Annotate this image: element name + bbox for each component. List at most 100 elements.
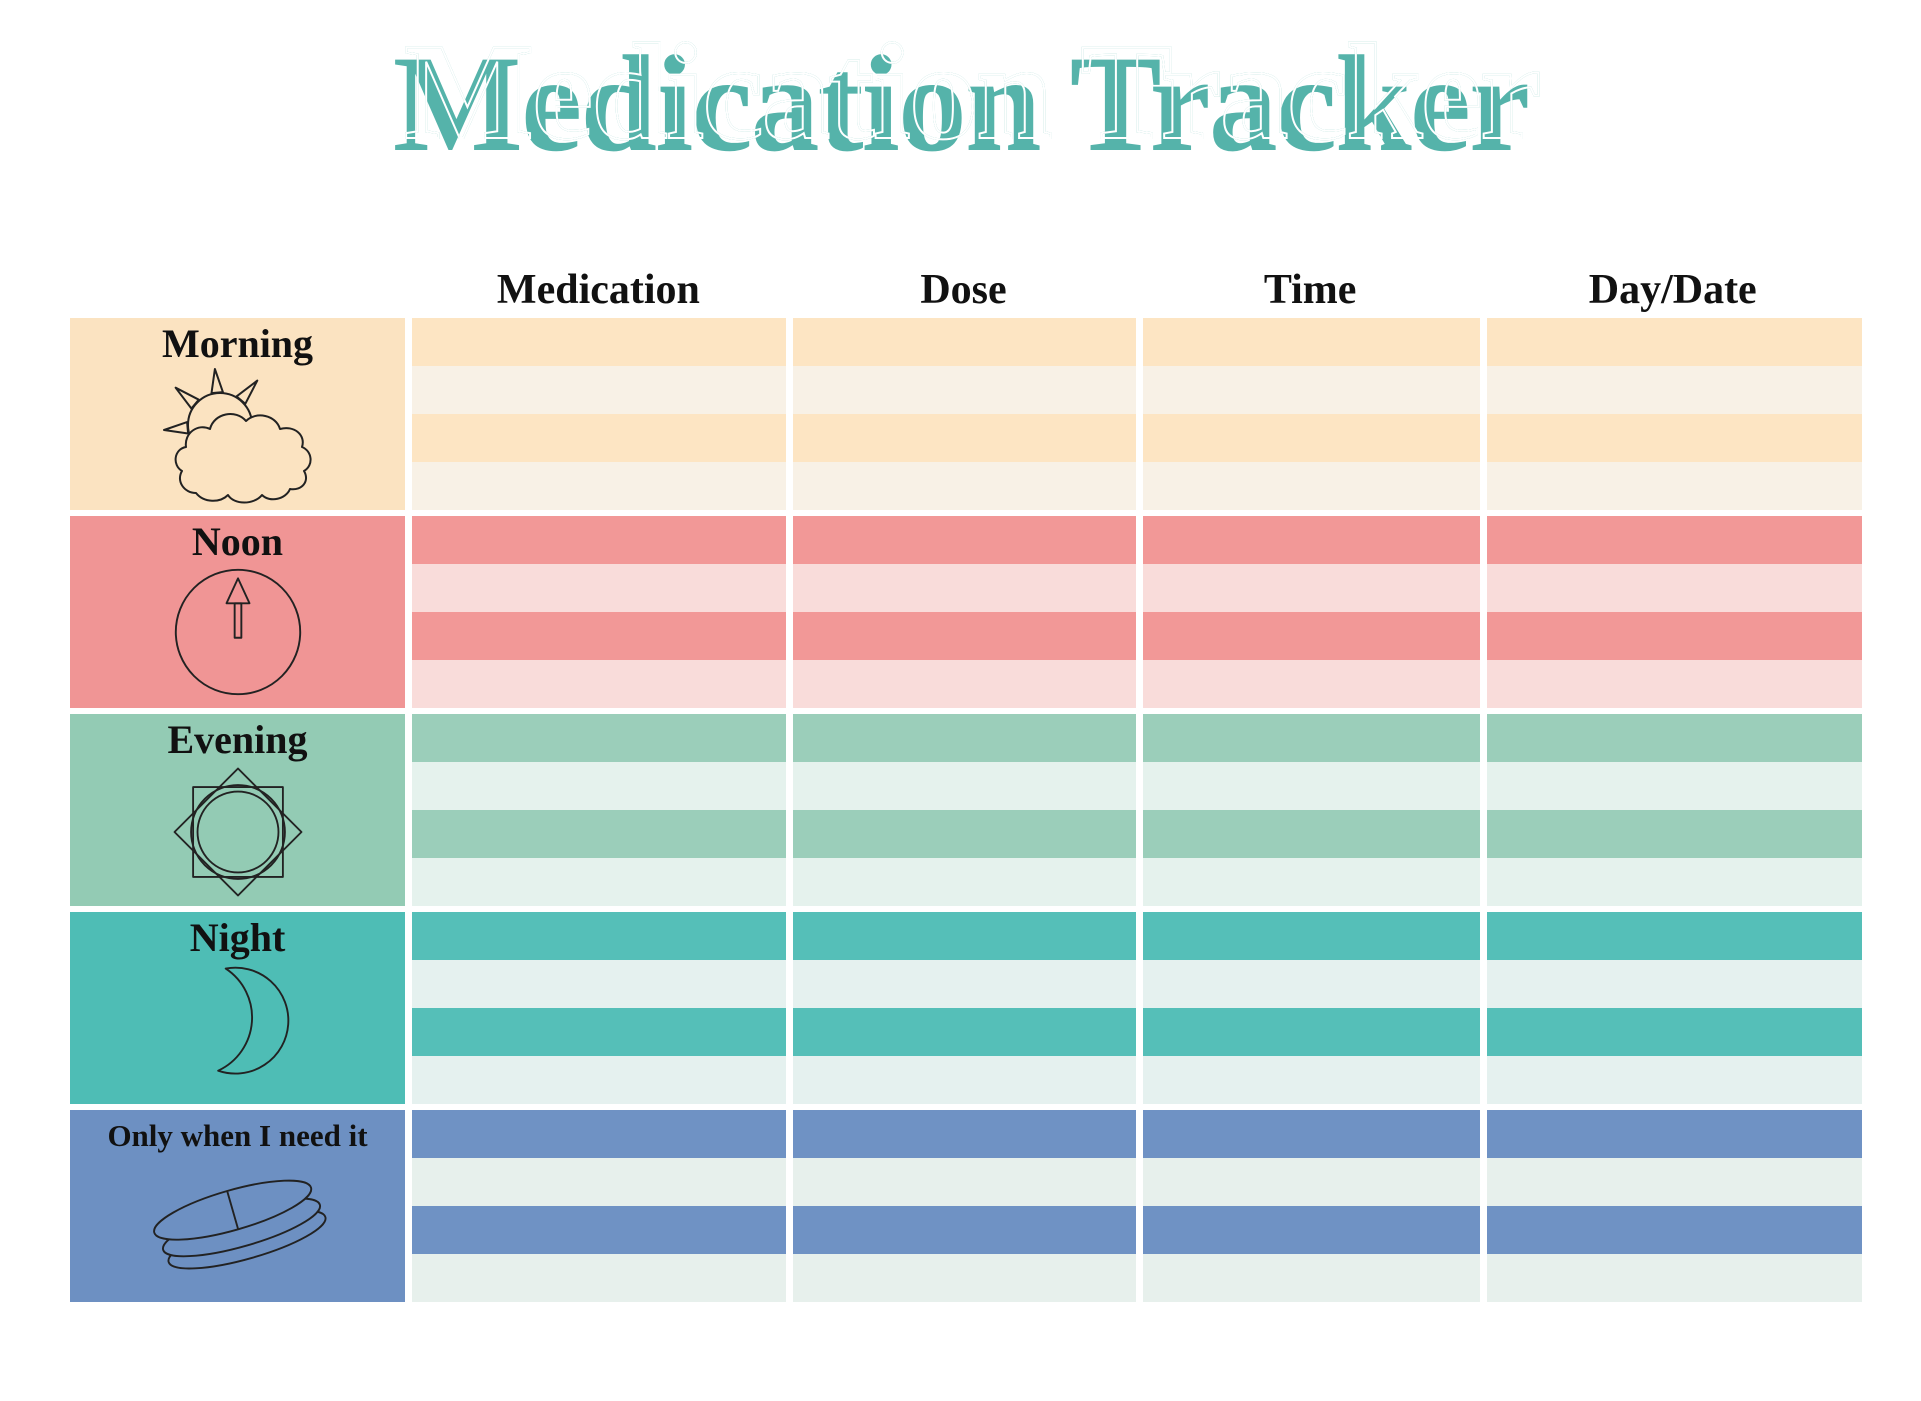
entry-cell[interactable] [793, 714, 1136, 762]
entry-cell[interactable] [412, 462, 786, 510]
entry-cell[interactable] [412, 1158, 786, 1206]
entry-cell[interactable] [1143, 564, 1480, 612]
entry-cell[interactable] [793, 318, 1136, 366]
entry-cell[interactable] [1487, 1110, 1862, 1158]
entry-cell[interactable] [793, 1056, 1136, 1104]
entry-cell[interactable] [1487, 462, 1862, 510]
entry-cell[interactable] [1143, 1008, 1480, 1056]
entry-cell[interactable] [1143, 912, 1480, 960]
entry-cell[interactable] [1487, 366, 1862, 414]
entry-cell[interactable] [1487, 1206, 1862, 1254]
entry-cell[interactable] [412, 858, 786, 906]
entry-cell[interactable] [412, 660, 786, 708]
entry-cell[interactable] [1487, 1008, 1862, 1056]
entry-cell[interactable] [1143, 1158, 1480, 1206]
entry-cell[interactable] [1143, 810, 1480, 858]
entry-cell[interactable] [1143, 1254, 1480, 1302]
entry-cell[interactable] [793, 762, 1136, 810]
column-cell [1487, 1110, 1862, 1302]
entry-cell[interactable] [1487, 414, 1862, 462]
entry-cell[interactable] [1143, 714, 1480, 762]
entry-cell[interactable] [1487, 912, 1862, 960]
entry-cell[interactable] [412, 762, 786, 810]
column-cell [412, 318, 786, 510]
entry-cell[interactable] [1143, 762, 1480, 810]
entry-cell[interactable] [1143, 858, 1480, 906]
entry-cell[interactable] [412, 960, 786, 1008]
entry-cell[interactable] [412, 318, 786, 366]
entry-cell[interactable] [1143, 1206, 1480, 1254]
entry-cell[interactable] [412, 912, 786, 960]
entry-cell[interactable] [412, 564, 786, 612]
entry-cell[interactable] [412, 714, 786, 762]
entry-cell[interactable] [1487, 660, 1862, 708]
entry-cell[interactable] [412, 516, 786, 564]
clock-pointing-up-icon [174, 568, 301, 696]
entry-cell[interactable] [1487, 810, 1862, 858]
entry-cell[interactable] [793, 810, 1136, 858]
entry-cell[interactable] [1487, 714, 1862, 762]
entry-cell[interactable] [1143, 1110, 1480, 1158]
entry-cell[interactable] [793, 960, 1136, 1008]
entry-cell[interactable] [412, 612, 786, 660]
entry-cell[interactable] [1487, 1056, 1862, 1104]
section-label: Evening [167, 717, 308, 762]
entry-cell[interactable] [793, 1008, 1136, 1056]
entry-cell[interactable] [1143, 960, 1480, 1008]
entry-cell[interactable] [1487, 612, 1862, 660]
entry-cell[interactable] [1143, 366, 1480, 414]
entry-cell[interactable] [412, 414, 786, 462]
page-title: Medication Tracker Medication Tracker Me… [0, 14, 1921, 191]
entry-cell[interactable] [412, 1254, 786, 1302]
entry-cell[interactable] [412, 366, 786, 414]
entry-cell[interactable] [412, 810, 786, 858]
tracker-table: Medication Dose Time Day/Date Morning [70, 262, 1862, 1308]
entry-cell[interactable] [793, 1158, 1136, 1206]
page-title-outline-under: Medication Tracker [403, 14, 1542, 169]
entry-cell[interactable] [1143, 462, 1480, 510]
entry-cell[interactable] [793, 564, 1136, 612]
entry-cell[interactable] [412, 1206, 786, 1254]
column-cell [412, 516, 786, 708]
entry-cell[interactable] [793, 1110, 1136, 1158]
entry-cell[interactable] [1143, 660, 1480, 708]
section-label: Noon [191, 519, 284, 564]
entry-cell[interactable] [1143, 414, 1480, 462]
entry-cell[interactable] [793, 660, 1136, 708]
column-header-medication: Medication [496, 267, 700, 313]
entry-cell[interactable] [1487, 564, 1862, 612]
entry-cell[interactable] [793, 858, 1136, 906]
entry-cell[interactable] [412, 1008, 786, 1056]
section-morning: Morning [70, 318, 1862, 510]
section-label: Only when I need it [107, 1118, 368, 1153]
entry-cell[interactable] [1487, 960, 1862, 1008]
header-spacer [70, 262, 405, 318]
entry-cell[interactable] [1487, 1158, 1862, 1206]
column-cell [1487, 318, 1862, 510]
entry-cell[interactable] [1487, 318, 1862, 366]
entry-cell[interactable] [1143, 318, 1480, 366]
entry-cell[interactable] [1487, 1254, 1862, 1302]
entry-cell[interactable] [793, 516, 1136, 564]
entry-cell[interactable] [793, 612, 1136, 660]
entry-cell[interactable] [412, 1056, 786, 1104]
section-as-needed: Only when I need it [70, 1110, 1862, 1302]
entry-cell[interactable] [412, 1110, 786, 1158]
column-header-dose: Dose [920, 267, 1007, 313]
entry-cell[interactable] [793, 462, 1136, 510]
entry-cell[interactable] [1487, 762, 1862, 810]
entry-cell[interactable] [793, 414, 1136, 462]
entry-cell[interactable] [793, 912, 1136, 960]
entry-cell[interactable] [1143, 612, 1480, 660]
section-label: Morning [161, 321, 314, 366]
entry-cell[interactable] [793, 1254, 1136, 1302]
entry-cell[interactable] [793, 366, 1136, 414]
entry-cell[interactable] [1487, 516, 1862, 564]
entry-cell[interactable] [793, 1206, 1136, 1254]
page-title-text: Medication Tracker [392, 27, 1530, 180]
entry-cell[interactable] [1487, 858, 1862, 906]
column-cell [412, 714, 786, 906]
column-cell [1487, 714, 1862, 906]
entry-cell[interactable] [1143, 1056, 1480, 1104]
entry-cell[interactable] [1143, 516, 1480, 564]
